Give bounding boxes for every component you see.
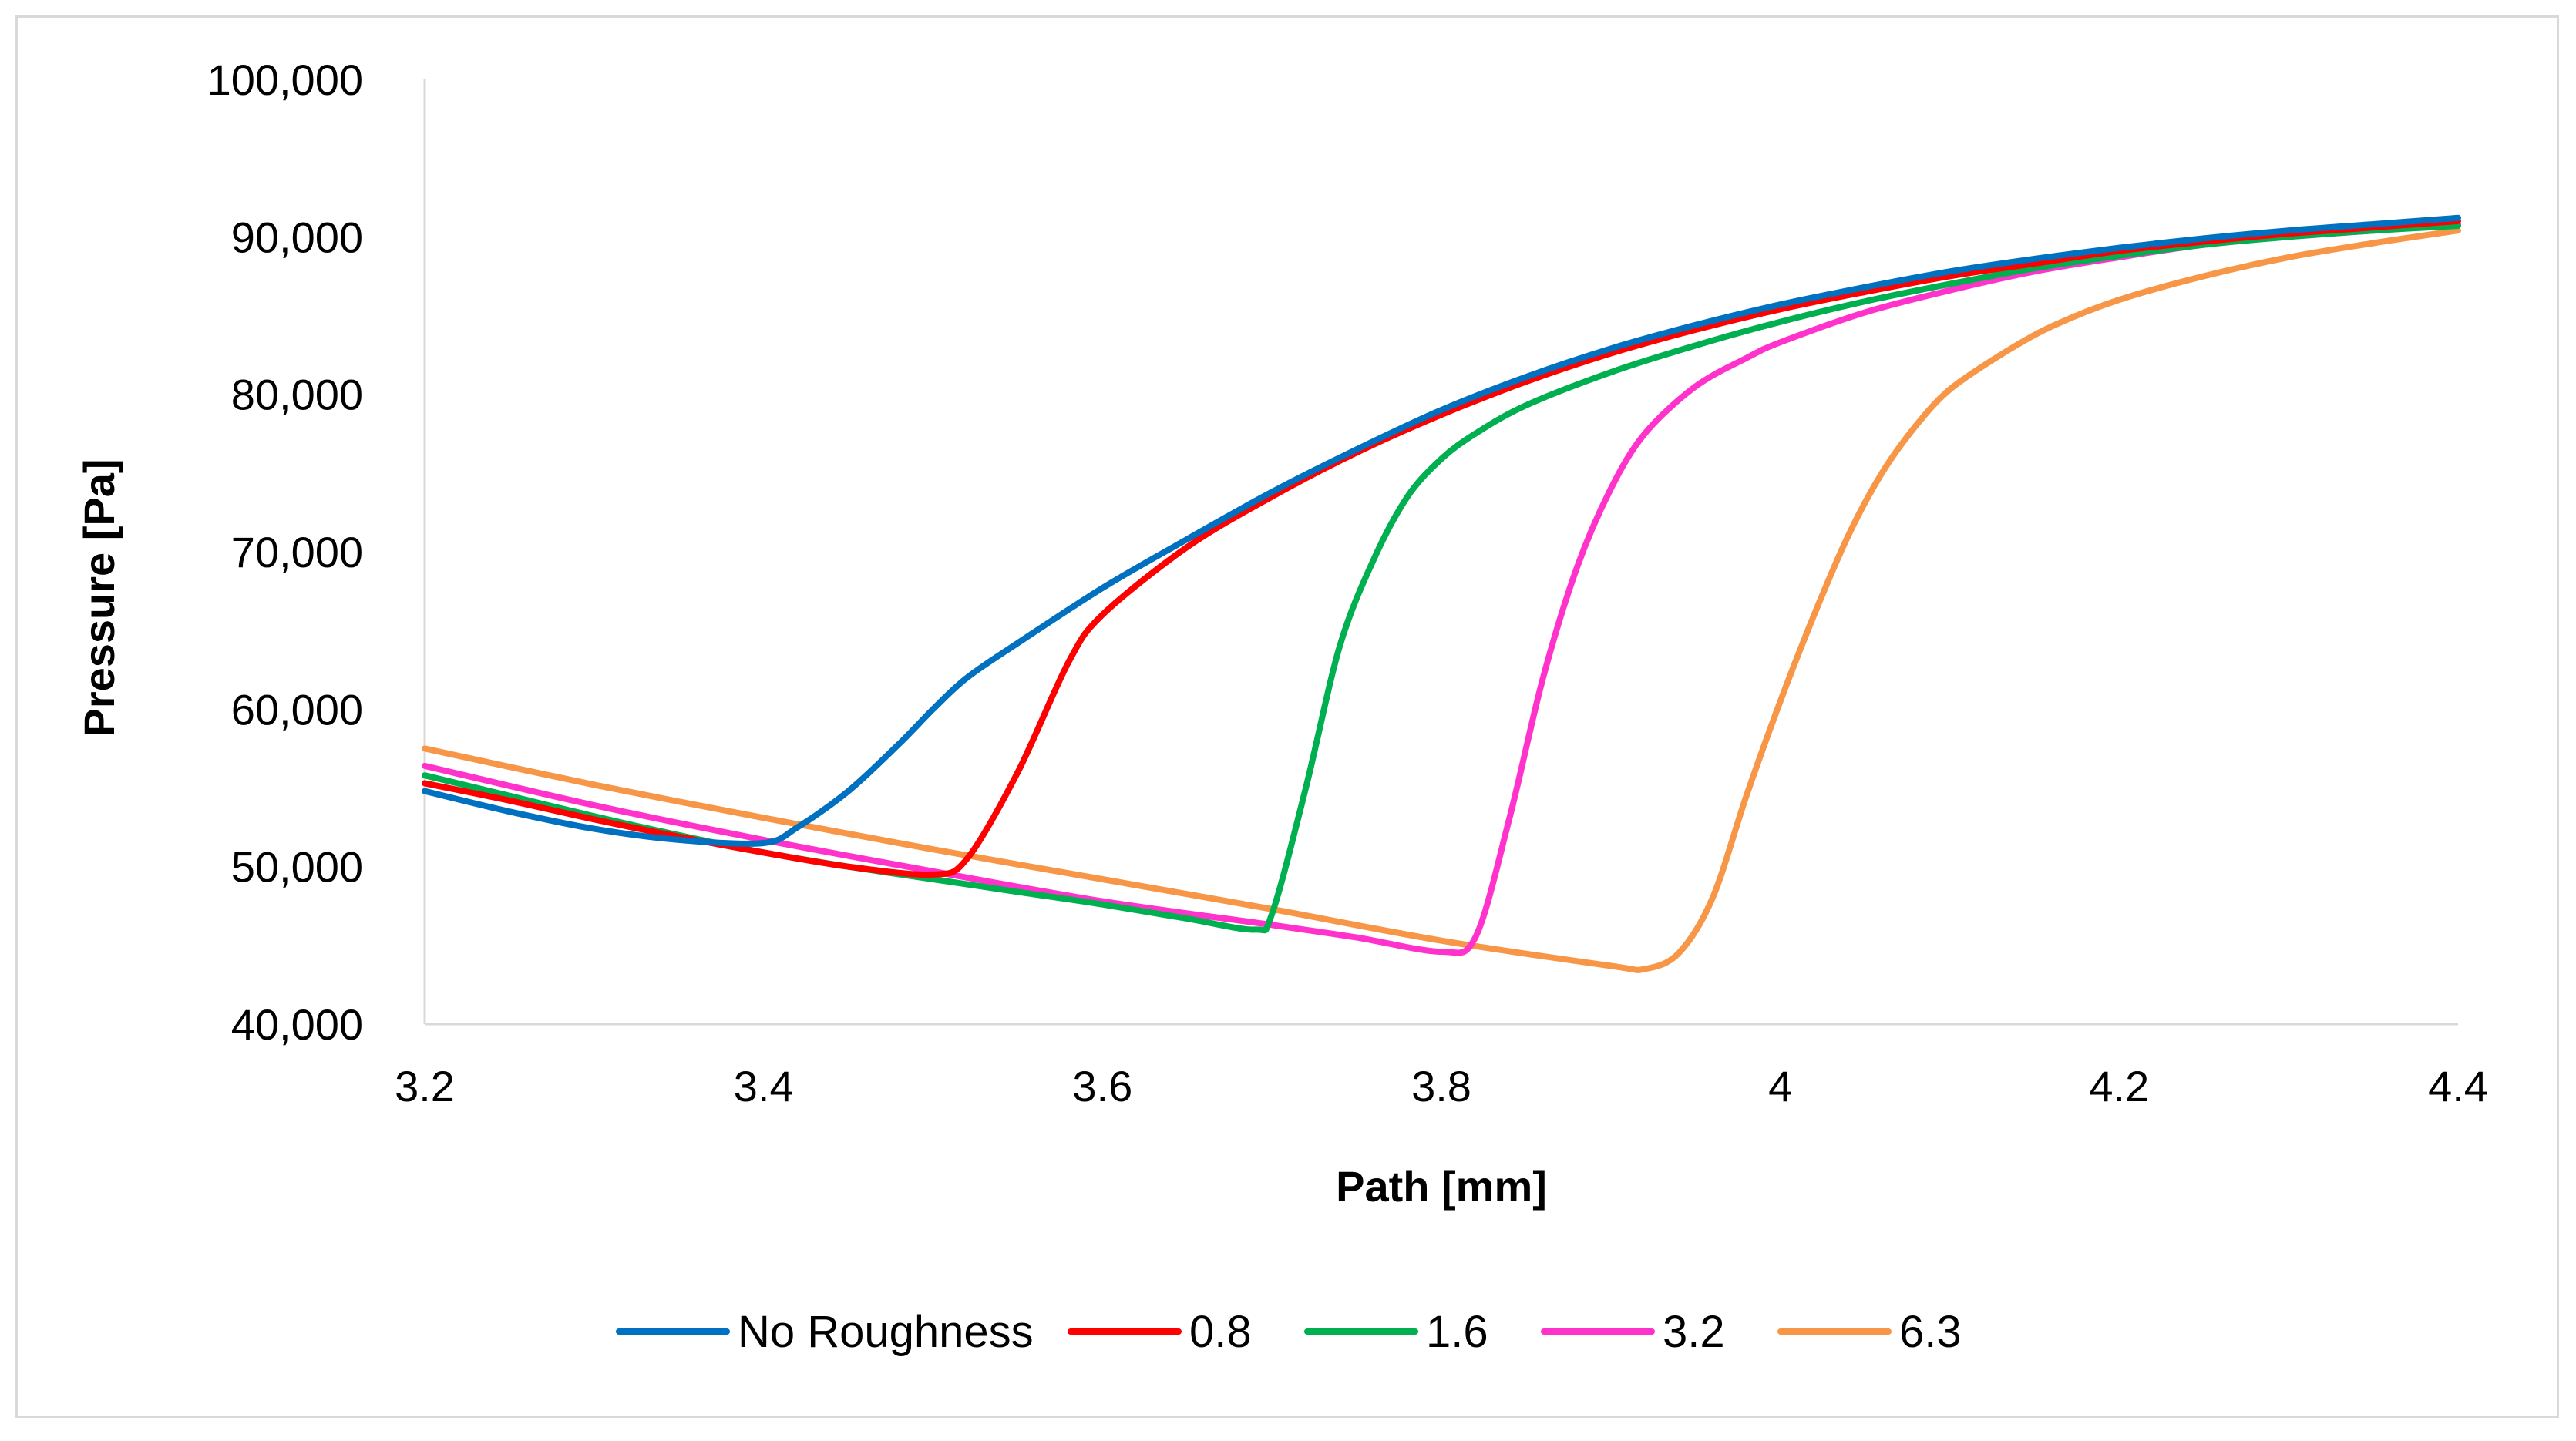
legend: No Roughness 0.8 1.6 3.2 6.3 [616,1307,1962,1357]
series-line-3 [422,223,2461,934]
x-tick-label: 3.6 [1072,1062,1132,1110]
series-line-5 [422,227,2461,973]
y-tick-label: 70,000 [231,528,363,576]
x-tick-label: 4 [1768,1062,1792,1110]
x-tick-label: 3.2 [395,1062,455,1110]
legend-label-1: No Roughness [738,1307,1034,1357]
x-tick-label: 4.2 [2089,1062,2149,1110]
tick-labels: 40,000 50,000 60,000 70,000 80,000 90,000 100,… [207,55,2488,1110]
y-tick-label: 100,000 [207,55,363,104]
y-tick-label: 90,000 [231,213,363,261]
series-line-2 [422,217,2461,878]
chart-svg: 40,000 50,000 60,000 70,000 80,000 90,000 100,… [75,55,2488,1357]
legend-label-3: 1.6 [1426,1307,1488,1357]
axes [423,79,2458,1026]
x-tick-label: 4.4 [2428,1062,2488,1110]
y-tick-label: 60,000 [231,685,363,734]
x-axis-title: Path [mm] [1336,1162,1547,1211]
y-tick-label: 80,000 [231,371,363,419]
chart-frame: 40,000 50,000 60,000 70,000 80,000 90,000 100,… [15,15,2559,1418]
series-group [422,214,2461,973]
y-tick-label: 40,000 [231,1000,363,1049]
y-axis-title: Pressure [Pa] [75,458,123,737]
x-tick-label: 3.8 [1411,1062,1471,1110]
y-tick-label: 50,000 [231,843,363,892]
legend-label-2: 0.8 [1189,1307,1252,1357]
legend-label-5: 6.3 [1899,1307,1962,1357]
series-line-1 [422,214,2461,847]
x-tick-label: 3.4 [734,1062,794,1110]
legend-label-4: 3.2 [1663,1307,1725,1357]
